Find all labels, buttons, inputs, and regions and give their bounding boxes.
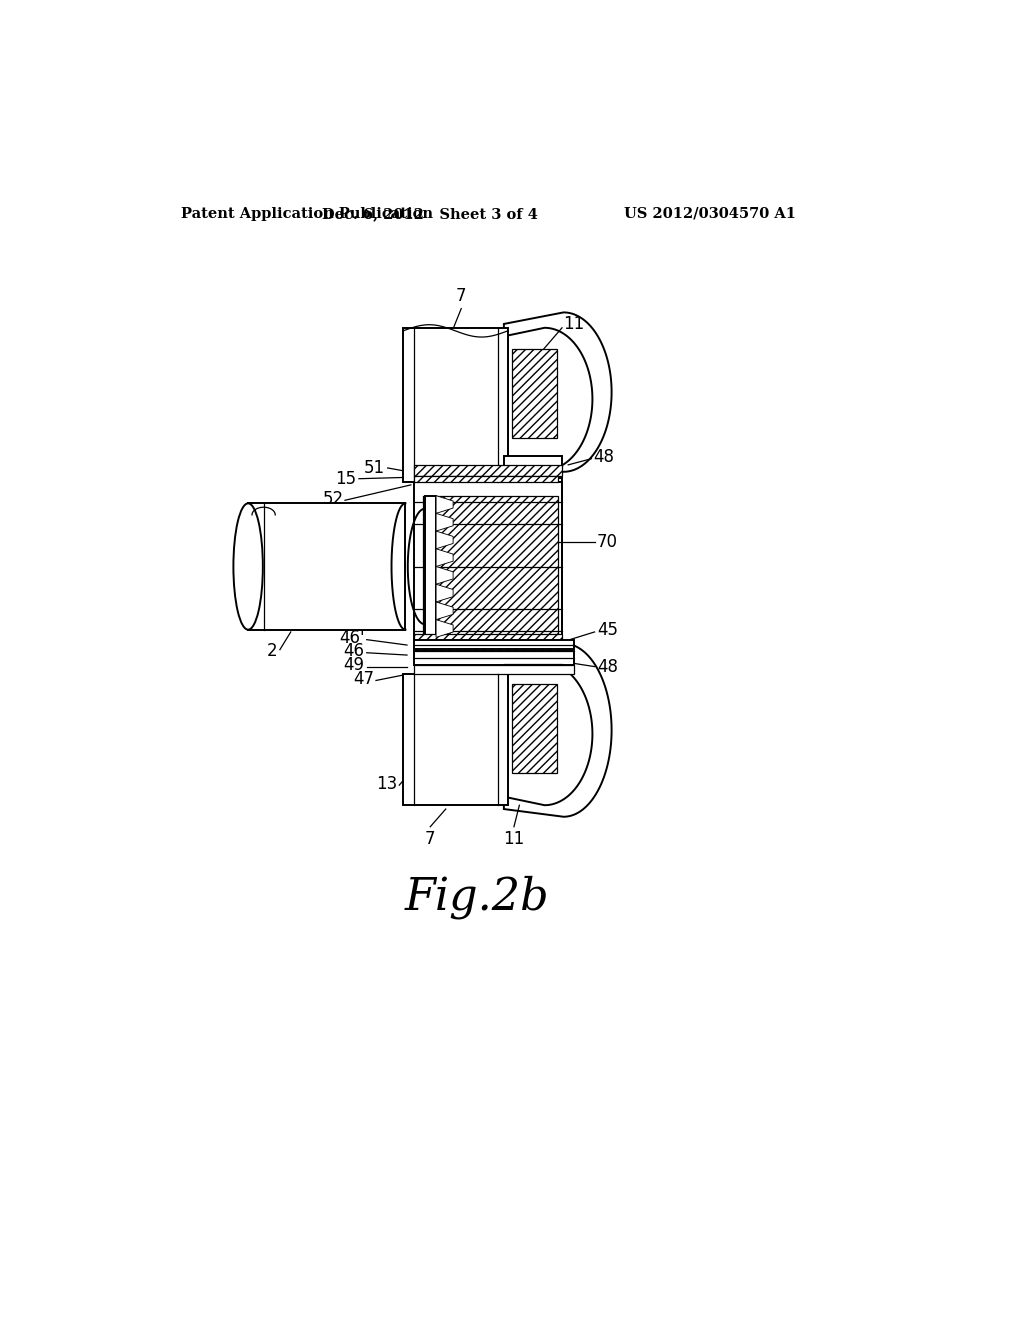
- Polygon shape: [504, 313, 611, 482]
- Bar: [504, 457, 562, 478]
- Text: 49: 49: [343, 656, 365, 675]
- Polygon shape: [436, 566, 453, 585]
- Polygon shape: [508, 663, 593, 805]
- Text: Dec. 6, 2012   Sheet 3 of 4: Dec. 6, 2012 Sheet 3 of 4: [323, 207, 539, 220]
- Text: 7: 7: [456, 286, 467, 305]
- Bar: [403, 327, 508, 482]
- Text: 11: 11: [504, 830, 524, 847]
- Text: 13: 13: [377, 775, 397, 792]
- Polygon shape: [436, 531, 453, 549]
- Text: Fig.2b: Fig.2b: [404, 875, 549, 920]
- Bar: [512, 684, 557, 774]
- Polygon shape: [436, 602, 453, 619]
- Bar: [403, 675, 508, 805]
- Bar: [436, 496, 558, 638]
- Bar: [512, 350, 557, 438]
- Text: 70: 70: [597, 533, 617, 550]
- Text: 2: 2: [267, 643, 278, 660]
- Polygon shape: [504, 644, 611, 817]
- Polygon shape: [508, 327, 593, 470]
- Text: 7: 7: [425, 830, 435, 847]
- Bar: [425, 496, 436, 638]
- Text: Patent Application Publication: Patent Application Publication: [180, 207, 433, 220]
- Text: 46: 46: [343, 643, 365, 660]
- Text: 15: 15: [336, 470, 356, 487]
- Ellipse shape: [233, 503, 263, 630]
- Text: 46': 46': [339, 630, 365, 647]
- Text: 52: 52: [323, 490, 343, 508]
- Bar: [414, 635, 562, 651]
- Bar: [414, 475, 558, 482]
- Polygon shape: [436, 619, 453, 638]
- Polygon shape: [436, 496, 453, 513]
- Bar: [504, 655, 562, 672]
- Bar: [414, 465, 562, 475]
- Text: 48: 48: [593, 449, 614, 466]
- Text: 11: 11: [563, 315, 585, 333]
- Polygon shape: [436, 549, 453, 566]
- Bar: [414, 482, 562, 651]
- Bar: [414, 651, 573, 665]
- Polygon shape: [436, 585, 453, 602]
- Text: 45: 45: [597, 620, 617, 639]
- Bar: [248, 503, 406, 630]
- Text: 51: 51: [365, 459, 385, 477]
- Text: US 2012/0304570 A1: US 2012/0304570 A1: [624, 207, 796, 220]
- Text: 48: 48: [597, 657, 617, 676]
- Text: 47: 47: [353, 671, 375, 688]
- Bar: [414, 640, 573, 649]
- Bar: [414, 665, 573, 675]
- Polygon shape: [436, 513, 453, 531]
